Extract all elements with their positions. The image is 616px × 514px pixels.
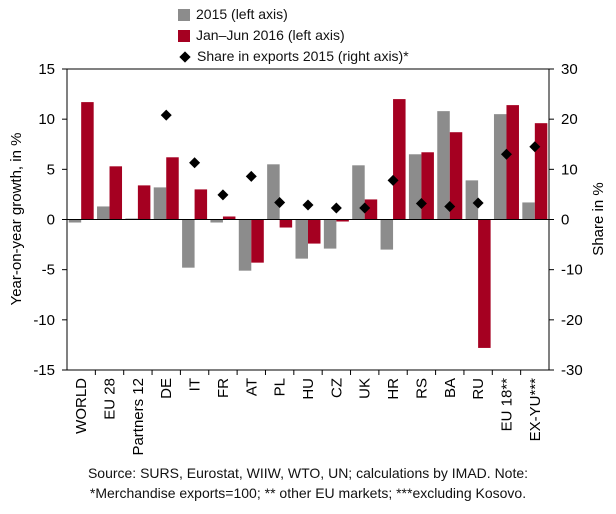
bar-2016-uk <box>364 199 378 220</box>
x-tick-label: BA <box>442 378 459 398</box>
legend-diamond-icon <box>179 50 191 63</box>
share-point-eu-18- <box>500 148 512 160</box>
bar-2015-hu <box>295 219 308 259</box>
bar-2016-ex-yu- <box>534 123 548 220</box>
share-point-at <box>245 170 257 182</box>
bar-2016-eu-18- <box>506 105 519 220</box>
share-point-rs <box>415 197 427 209</box>
x-tick-label: EX-YU*** <box>527 378 544 442</box>
y-tick-label: 0 <box>47 212 55 229</box>
legend-item-2016: Jan–Jun 2016 (left axis) <box>178 25 409 46</box>
share-point-ru <box>472 197 484 209</box>
bar-2015-pl <box>267 164 280 220</box>
source-line-2: *Merchandise exports=100; ** other EU ma… <box>89 485 527 501</box>
x-tick-label: RS <box>413 378 430 399</box>
bar-2016-it <box>194 189 208 220</box>
x-tick-label: CZ <box>328 378 345 398</box>
x-tick-label: DE <box>158 378 175 399</box>
plot-area: -15 -10 -5 0 5 10 15 -30 -20 -10 0 10 20 30 WORLD EU 28… <box>33 61 582 456</box>
legend-label-share: Share in exports 2015 (right axis)* <box>197 48 409 64</box>
x-tick-label: EU 18** <box>498 378 515 432</box>
bar-2016-rs <box>421 152 434 220</box>
y-tick-label: 10 <box>38 111 55 128</box>
share-point-pl <box>274 196 286 208</box>
x-tick-label: HR <box>385 378 402 400</box>
bar-2016-ba <box>449 132 463 220</box>
bar-2015-ru <box>465 180 479 220</box>
bar-2015-eu-28 <box>97 206 110 220</box>
share-point-it <box>189 157 201 169</box>
source-note: Source: SURS, Eurostat, WIIW, WTO, UN; c… <box>0 463 616 503</box>
share-point-cz <box>330 202 342 214</box>
share-point-ex-yu- <box>529 141 541 153</box>
x-tick-label: EU 28 <box>102 378 119 420</box>
bar-2015-it <box>182 219 195 268</box>
bar-2016-de <box>166 157 179 220</box>
x-tick-label: WORLD <box>73 378 90 434</box>
y2-tick-label: -20 <box>561 312 583 329</box>
share-point-hr <box>387 174 399 186</box>
x-tick-label: UK <box>357 378 374 399</box>
legend-item-share: Share in exports 2015 (right axis)* <box>178 46 409 67</box>
legend-label-2015: 2015 (left axis) <box>196 6 288 22</box>
bar-2016-fr <box>222 216 236 220</box>
x-tick-label: HU <box>300 378 317 400</box>
y2-tick-label: 0 <box>561 212 569 229</box>
bar-2016-hr <box>393 99 406 220</box>
y2-tick-label: 10 <box>561 161 578 178</box>
bar-2015-eu-18- <box>493 114 507 220</box>
y-tick-label: 5 <box>47 161 55 178</box>
bar-2015-partners-12 <box>125 218 138 220</box>
bar-2015-world <box>68 219 82 223</box>
bar-2015-hr <box>380 219 394 250</box>
bar-2015-cz <box>323 219 337 249</box>
y2-tick-label: 20 <box>561 111 578 128</box>
legend-item-2015: 2015 (left axis) <box>178 4 409 25</box>
legend-label-2016: Jan–Jun 2016 (left axis) <box>196 27 345 43</box>
bar-2015-fr <box>210 219 223 223</box>
x-tick-label: Partners 12 <box>130 378 147 456</box>
bar-2016-eu-28 <box>109 166 123 220</box>
bar-2016-ru <box>478 219 491 348</box>
x-tick-label: AT <box>243 378 260 396</box>
bar-2015-rs <box>408 154 422 220</box>
share-point-ba <box>444 200 456 212</box>
y-tick-label: 15 <box>38 61 55 78</box>
y2-tick-label: 30 <box>561 61 578 78</box>
bar-2015-ba <box>437 111 450 220</box>
x-tick-label: FR <box>215 378 232 398</box>
legend-swatch-2016 <box>178 29 190 42</box>
y-tick-label: -5 <box>42 262 55 279</box>
legend: 2015 (left axis) Jan–Jun 2016 (left axis… <box>178 4 409 67</box>
share-point-de <box>160 109 172 121</box>
bar-2016-partners-12 <box>137 185 151 220</box>
share-point-uk <box>359 202 371 214</box>
x-tick-label: PL <box>272 378 289 396</box>
bar-2015-de <box>153 187 167 220</box>
y2-tick-label: -10 <box>561 262 583 279</box>
bar-2016-hu <box>308 219 321 244</box>
y2-tick-label: -30 <box>561 362 583 379</box>
chart: Year-on-year growth, in % Share in % -15… <box>8 61 607 456</box>
bar-2016-cz <box>336 219 349 222</box>
x-tick-label: RU <box>470 378 487 400</box>
y-tick-label: -15 <box>33 362 55 379</box>
bar-2016-pl <box>279 219 293 228</box>
y-tick-label: -10 <box>33 312 55 329</box>
share-point-hu <box>302 199 314 211</box>
bar-2016-at <box>251 219 264 263</box>
x-tick-label: IT <box>187 378 204 391</box>
y2-axis-label: Share in % <box>590 182 607 255</box>
bar-2015-at <box>238 219 252 271</box>
y-axis-label: Year-on-year growth, in % <box>8 133 25 306</box>
legend-swatch-2015 <box>178 8 190 21</box>
bar-2016-world <box>81 102 94 220</box>
source-line-1: Source: SURS, Eurostat, WIIW, WTO, UN; c… <box>87 465 529 481</box>
bar-2015-ex-yu- <box>522 202 535 220</box>
share-point-fr <box>217 189 229 201</box>
